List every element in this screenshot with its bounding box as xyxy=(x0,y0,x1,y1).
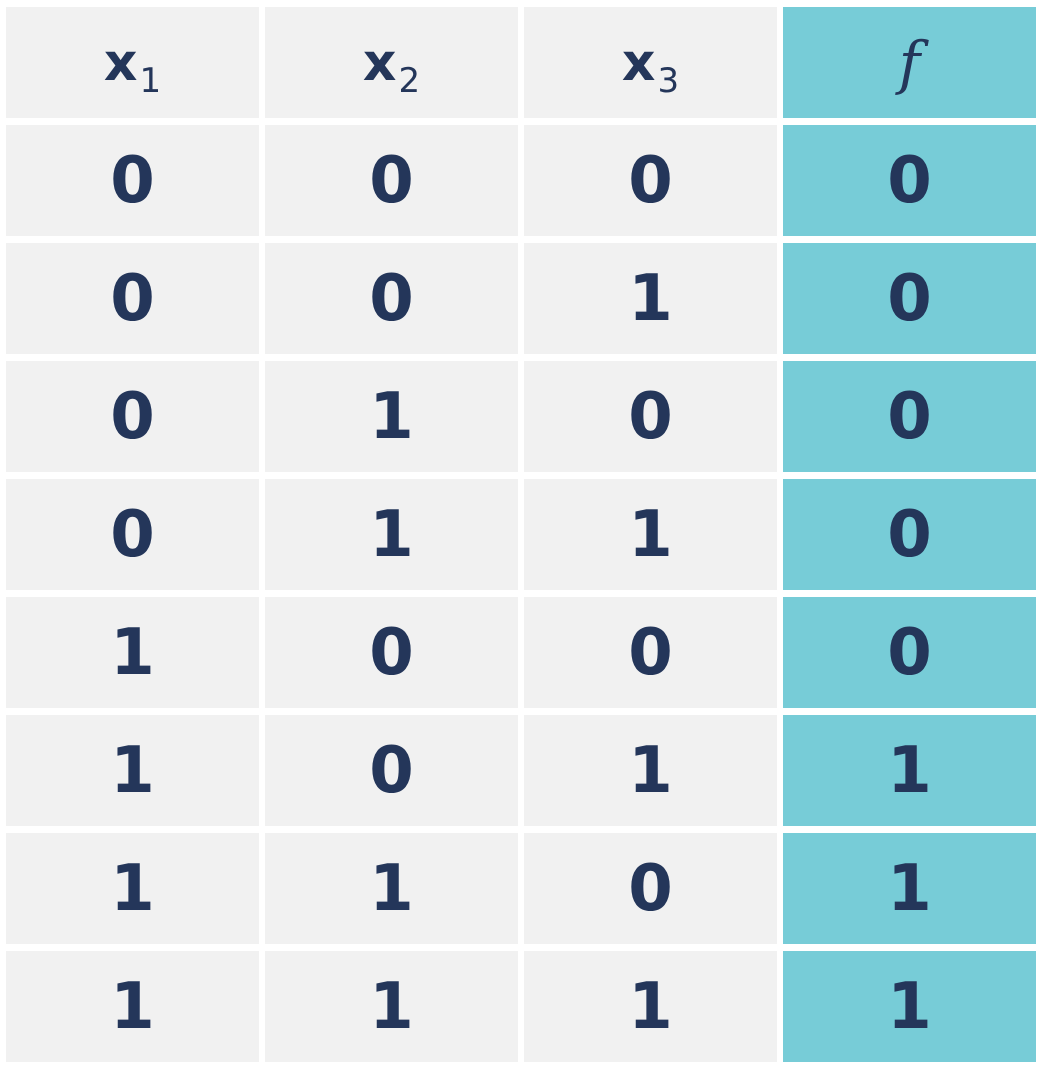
table-cell-r5-f: 1 xyxy=(783,715,1036,826)
table-cell-r7-x1: 1 xyxy=(6,951,259,1062)
table-cell-r0-x3: 0 xyxy=(524,125,777,236)
table-cell-r1-x3: 1 xyxy=(524,243,777,354)
table-cell-r0-x1: 0 xyxy=(6,125,259,236)
table-cell-r2-x2: 1 xyxy=(265,361,518,472)
table-cell-r1-f: 0 xyxy=(783,243,1036,354)
header-x1-base: x xyxy=(103,32,138,93)
table-cell-r5-x1: 1 xyxy=(6,715,259,826)
header-x1-subscript: 1 xyxy=(139,60,162,101)
table-cell-r4-x2: 0 xyxy=(265,597,518,708)
table-cell-r3-x1: 0 xyxy=(6,479,259,590)
table-cell-r2-f: 0 xyxy=(783,361,1036,472)
table-cell-r7-f: 1 xyxy=(783,951,1036,1062)
table-cell-r0-x2: 0 xyxy=(265,125,518,236)
table-cell-r4-f: 0 xyxy=(783,597,1036,708)
table-cell-r3-x3: 1 xyxy=(524,479,777,590)
table-cell-r7-x2: 1 xyxy=(265,951,518,1062)
table-cell-r1-x1: 0 xyxy=(6,243,259,354)
header-output-label: f xyxy=(898,28,921,97)
table-cell-r2-x1: 0 xyxy=(6,361,259,472)
table-cell-r0-f: 0 xyxy=(783,125,1036,236)
table-cell-r2-x3: 0 xyxy=(524,361,777,472)
header-x2-subscript: 2 xyxy=(398,60,421,101)
table-cell-r5-x2: 0 xyxy=(265,715,518,826)
table-cell-r6-x2: 1 xyxy=(265,833,518,944)
table-cell-r3-f: 0 xyxy=(783,479,1036,590)
table-cell-r6-x1: 1 xyxy=(6,833,259,944)
table-cell-r3-x2: 1 xyxy=(265,479,518,590)
header-x3-base: x xyxy=(621,32,656,93)
table-cell-r1-x2: 0 xyxy=(265,243,518,354)
table-cell-r6-x3: 0 xyxy=(524,833,777,944)
table-cell-r4-x1: 1 xyxy=(6,597,259,708)
header-x3-subscript: 3 xyxy=(657,60,680,101)
header-x2-base: x xyxy=(362,32,397,93)
table-cell-r4-x3: 0 xyxy=(524,597,777,708)
table-cell-r6-f: 1 xyxy=(783,833,1036,944)
header-output-f: f xyxy=(783,7,1036,118)
table-cell-r5-x3: 1 xyxy=(524,715,777,826)
table-cell-r7-x3: 1 xyxy=(524,951,777,1062)
